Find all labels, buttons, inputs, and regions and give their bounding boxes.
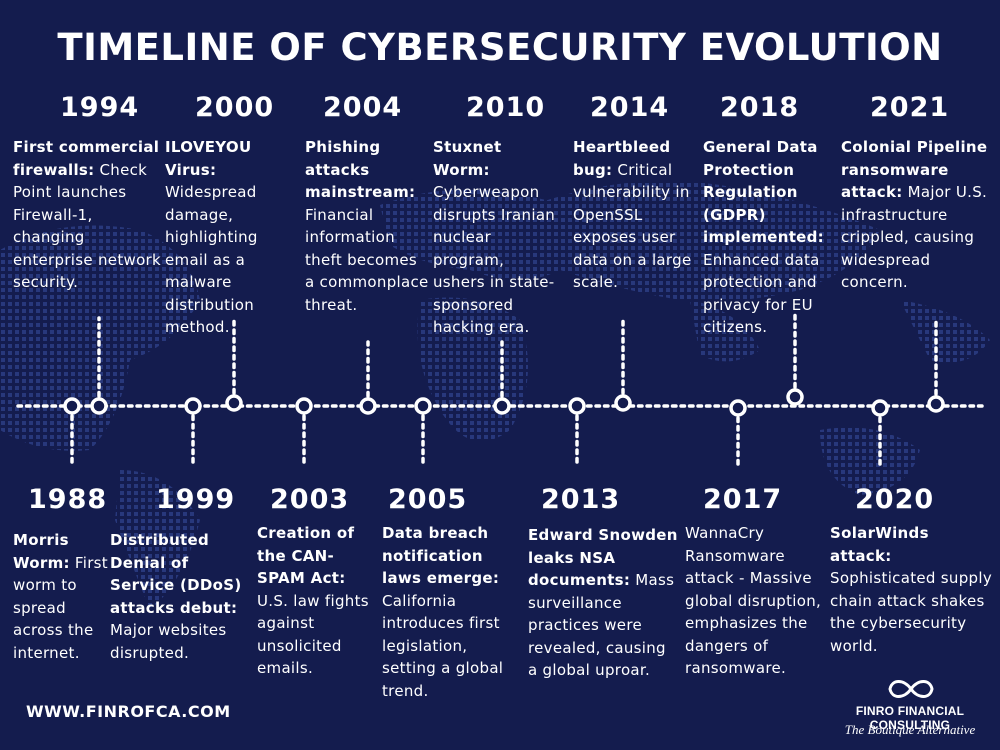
year-2017: 2017: [703, 484, 783, 515]
marker-2010: [493, 397, 511, 415]
company-tagline: The Boutique Alternative: [844, 722, 976, 737]
website-url[interactable]: WWW.FINROFCA.COM: [26, 702, 231, 721]
marker-2005: [414, 397, 432, 415]
year-2013: 2013: [541, 484, 621, 515]
year-2005: 2005: [388, 484, 468, 515]
year-2004: 2004: [323, 92, 403, 123]
event-2020-description: SolarWinds attack: Sophisticated supply …: [830, 524, 993, 655]
year-2014: 2014: [590, 92, 670, 123]
marker-2020: [871, 399, 889, 417]
event-2004-description: Phishing attacks mainstream: Financial i…: [305, 138, 429, 314]
marker-2018: [786, 388, 804, 406]
marker-2017: [729, 399, 747, 417]
year-1988: 1988: [28, 484, 108, 515]
marker-1994: [90, 397, 108, 415]
marker-1999: [184, 397, 202, 415]
year-2010: 2010: [466, 92, 546, 123]
page-title: TIMELINE OF CYBERSECURITY EVOLUTION: [57, 26, 943, 69]
event-2018-description: General Data Protection Regulation (GDPR…: [703, 138, 824, 336]
year-1994: 1994: [60, 92, 140, 123]
event-2005-description: Data breach notification laws emerge: Ca…: [382, 524, 504, 700]
company-name: FINRO FINANCIAL CONSULTING: [855, 704, 965, 732]
event-1994-description: First commercial firewalls: Check Point …: [13, 138, 161, 291]
marker-2021: [927, 395, 945, 413]
year-1999: 1999: [156, 484, 236, 515]
year-2020: 2020: [855, 484, 935, 515]
marker-2000: [225, 394, 243, 412]
marker-1988: [63, 397, 81, 415]
event-2003-description: Creation of the CAN-SPAM Act: U.S. law f…: [257, 524, 369, 677]
event-1999-description: Distributed Denial of Service (DDoS) att…: [110, 531, 242, 662]
marker-2004: [359, 397, 377, 415]
year-2003: 2003: [270, 484, 350, 515]
marker-2014: [614, 394, 632, 412]
year-2000: 2000: [195, 92, 275, 123]
event-2013-description: Edward Snowden leaks NSA documents: Mass…: [528, 526, 678, 679]
event-1988-description: Morris Worm: First worm to spread across…: [13, 531, 108, 662]
event-2000-description: ILOVEYOU Virus: Widespread damage, highl…: [165, 138, 258, 336]
marker-2013: [568, 397, 586, 415]
year-2018: 2018: [720, 92, 800, 123]
marker-2003: [295, 397, 313, 415]
event-2021-description: Colonial Pipeline ransomware attack: Maj…: [841, 138, 988, 291]
infinity-icon: [888, 680, 934, 698]
event-2017-description: WannaCry Ransomware attack - Massive glo…: [685, 524, 822, 677]
event-2010-description: Stuxnet Worm: Cyberweapon disrupts Irani…: [433, 138, 556, 336]
event-2014-description: Heartbleed bug: Critical vulnerability i…: [573, 138, 692, 291]
year-2021: 2021: [870, 92, 950, 123]
